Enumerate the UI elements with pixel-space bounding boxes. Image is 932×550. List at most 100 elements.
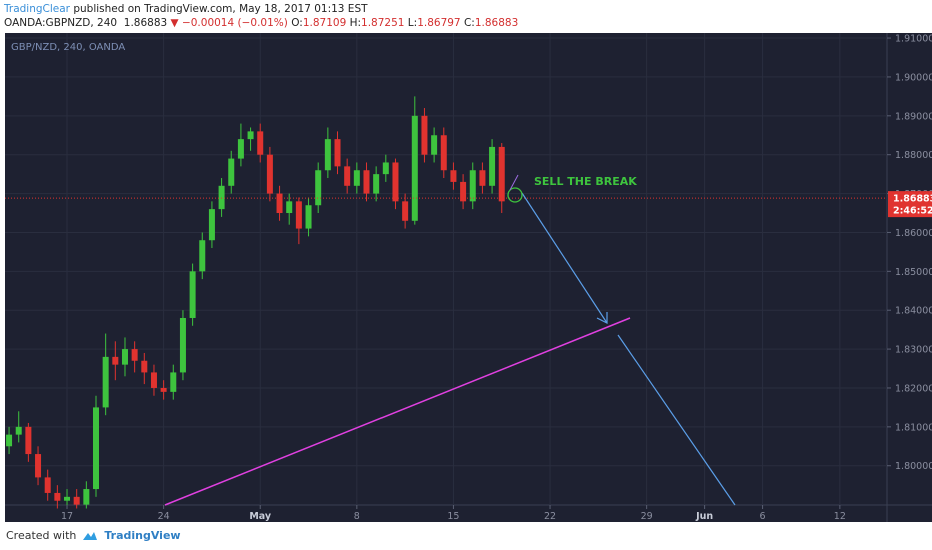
candle-body <box>411 115 418 221</box>
legend: GBP/NZD, 240, OANDA <box>11 42 125 53</box>
quote-label: H: <box>349 17 362 29</box>
candle-body <box>131 349 138 361</box>
quote-line: OANDA:GBPNZD, 240 1.86883 ▼ −0.00014 (−0… <box>4 16 518 30</box>
candle-body <box>489 146 496 186</box>
line <box>509 174 519 191</box>
y-tick-label: 1.90000 <box>895 72 932 83</box>
x-tick-label: 24 <box>158 511 170 522</box>
candle-body <box>170 372 177 392</box>
candle-body <box>392 162 399 202</box>
grid <box>5 33 887 505</box>
candle-body <box>112 356 119 365</box>
quote-label: C: <box>463 17 475 29</box>
drawings: SELL THE BREAK <box>164 174 736 506</box>
price: 1.86883 <box>123 17 168 29</box>
x-tick-label: May <box>249 511 272 522</box>
y-tick-label: 1.81000 <box>895 422 932 433</box>
candle-body <box>460 181 467 202</box>
candle-body <box>189 271 196 318</box>
x-tick-label: 15 <box>447 511 459 522</box>
annotation: SELL THE BREAK <box>534 175 637 188</box>
symbol: OANDA:GBPNZD, 240 <box>4 17 118 29</box>
change: ▼ −0.00014 (−0.01%) <box>170 17 288 29</box>
y-tick-label: 1.80000 <box>895 461 932 472</box>
candle-body <box>373 174 380 194</box>
quote-value: 1.87109 <box>302 17 347 29</box>
candle-body <box>257 131 264 155</box>
x-tick-label: 22 <box>544 511 556 522</box>
candle-body <box>431 135 438 155</box>
chart-bg <box>5 33 932 522</box>
candle-body <box>218 185 225 210</box>
candle-body <box>64 496 71 501</box>
candle-body <box>93 407 100 490</box>
candle-body <box>276 193 283 214</box>
candle-body <box>421 115 428 155</box>
countdown: 2:46:52 <box>893 206 932 217</box>
y-tick-label: 1.86000 <box>895 228 932 239</box>
x-tick-label: 17 <box>61 511 73 522</box>
candle-body <box>228 158 235 186</box>
trend-line <box>164 317 631 506</box>
y-tick-label: 1.89000 <box>895 111 932 122</box>
candle-body <box>479 170 486 186</box>
y-tick-label: 1.88000 <box>895 150 932 161</box>
x-tick-label: 12 <box>834 511 846 522</box>
candle-body <box>498 146 505 202</box>
candle-body <box>266 154 273 194</box>
x-tick-label: 8 <box>354 511 360 522</box>
header-line: TradingClear published on TradingView.co… <box>4 2 518 16</box>
candle-body <box>208 209 215 241</box>
y-tick-label: 1.83000 <box>895 345 932 356</box>
footer: Created with TradingView <box>6 529 181 542</box>
candle-body <box>334 139 341 167</box>
candle-body <box>450 170 457 182</box>
circle <box>507 187 523 203</box>
candle-body <box>121 349 128 365</box>
candle-body <box>237 139 244 159</box>
brand[interactable]: TradingView <box>104 529 181 542</box>
author[interactable]: TradingClear <box>4 3 70 15</box>
y-tick-label: 1.91000 <box>895 34 932 45</box>
candles <box>5 96 887 509</box>
candle-body <box>35 454 42 478</box>
candle-body <box>324 139 331 171</box>
candle-body <box>305 205 312 229</box>
candle-body <box>382 162 389 175</box>
quote: O:1.87109 H:1.87251 L:1.86797 C:1.86883 <box>291 17 518 29</box>
candle-body <box>160 387 167 392</box>
arrow <box>617 334 736 506</box>
arrow-head <box>596 312 608 324</box>
arrow <box>521 192 608 324</box>
candle-body <box>54 492 61 501</box>
x-tick-label: Jun <box>695 511 713 522</box>
candle-body <box>402 201 409 221</box>
candle-body <box>6 434 13 447</box>
candle-body <box>440 135 447 171</box>
logo <box>83 532 98 540</box>
candle-body <box>286 201 293 214</box>
y-tick-label: 1.84000 <box>895 306 932 317</box>
candle-body <box>25 426 32 455</box>
x-tick-label: 6 <box>760 511 766 522</box>
candle-body <box>15 426 22 435</box>
price-label-bg <box>888 191 932 218</box>
price-label: 1.86883 <box>893 194 932 205</box>
candle-body <box>141 360 148 373</box>
candle-body <box>295 201 302 229</box>
quote-label: O: <box>291 17 303 29</box>
candle-body <box>247 131 254 140</box>
candle-body <box>83 489 90 505</box>
candle-body <box>469 170 476 202</box>
candle-body <box>44 477 51 493</box>
candle-body <box>315 170 322 206</box>
candle-body <box>102 356 109 408</box>
quote-value: 1.87251 <box>361 17 405 29</box>
chart: SELL THE BREAK GBP/NZD, 240, OANDA 1.800… <box>5 33 932 522</box>
y-tick-label: 1.82000 <box>895 383 932 394</box>
candle-body <box>73 496 80 505</box>
quote-label: L: <box>407 17 418 29</box>
candle-body <box>150 372 157 388</box>
y-tick-label: 1.85000 <box>895 267 932 278</box>
candle-body <box>179 317 186 373</box>
